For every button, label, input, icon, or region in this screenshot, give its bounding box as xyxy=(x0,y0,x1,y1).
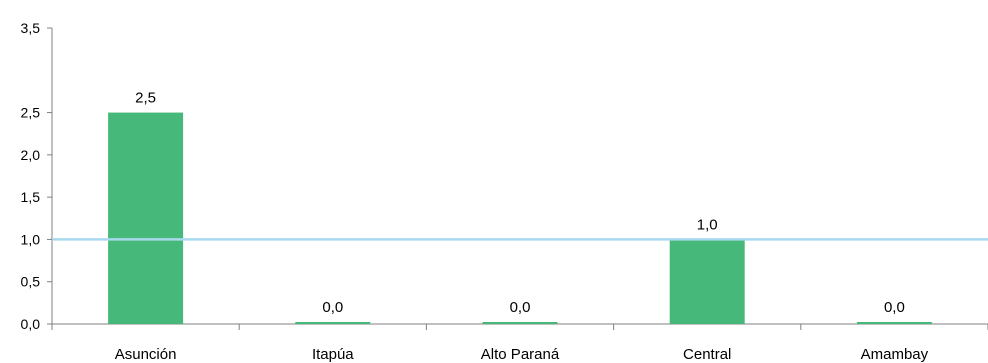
bar-1 xyxy=(295,322,371,324)
category-labels: Asunción Itapúa Alto Paraná Central Amambay xyxy=(115,346,929,363)
data-labels: 2,5 0,0 0,0 1,0 0,0 xyxy=(135,90,905,316)
data-label-4: 0,0 xyxy=(884,299,905,316)
x-axis xyxy=(51,323,988,330)
category-label-4: Amambay xyxy=(861,346,929,363)
y-tick-label: 1,0 xyxy=(21,231,41,247)
data-label-2: 0,0 xyxy=(510,299,531,316)
bars xyxy=(108,112,932,324)
y-tick-label: 3,5 xyxy=(21,20,41,36)
category-label-2: Alto Paraná xyxy=(481,346,560,363)
y-tick-label: 1,5 xyxy=(21,189,41,205)
bar-3 xyxy=(669,239,745,324)
data-label-0: 2,5 xyxy=(135,90,156,107)
category-label-3: Central xyxy=(683,346,731,363)
y-axis: 0,0 0,5 1,0 1,5 2,0 2,5 3,5 xyxy=(21,20,53,332)
y-tick-label: 2,0 xyxy=(21,147,41,163)
bar-4 xyxy=(856,322,932,324)
y-tick-label: 0,0 xyxy=(21,316,41,332)
bar-2 xyxy=(482,322,558,324)
y-tick-label: 0,5 xyxy=(21,274,41,290)
bar-0 xyxy=(108,112,184,324)
category-label-1: Itapúa xyxy=(312,346,354,363)
data-label-3: 1,0 xyxy=(697,216,718,233)
data-label-1: 0,0 xyxy=(322,299,343,316)
y-tick-label: 2,5 xyxy=(21,105,41,121)
category-label-0: Asunción xyxy=(115,346,177,363)
